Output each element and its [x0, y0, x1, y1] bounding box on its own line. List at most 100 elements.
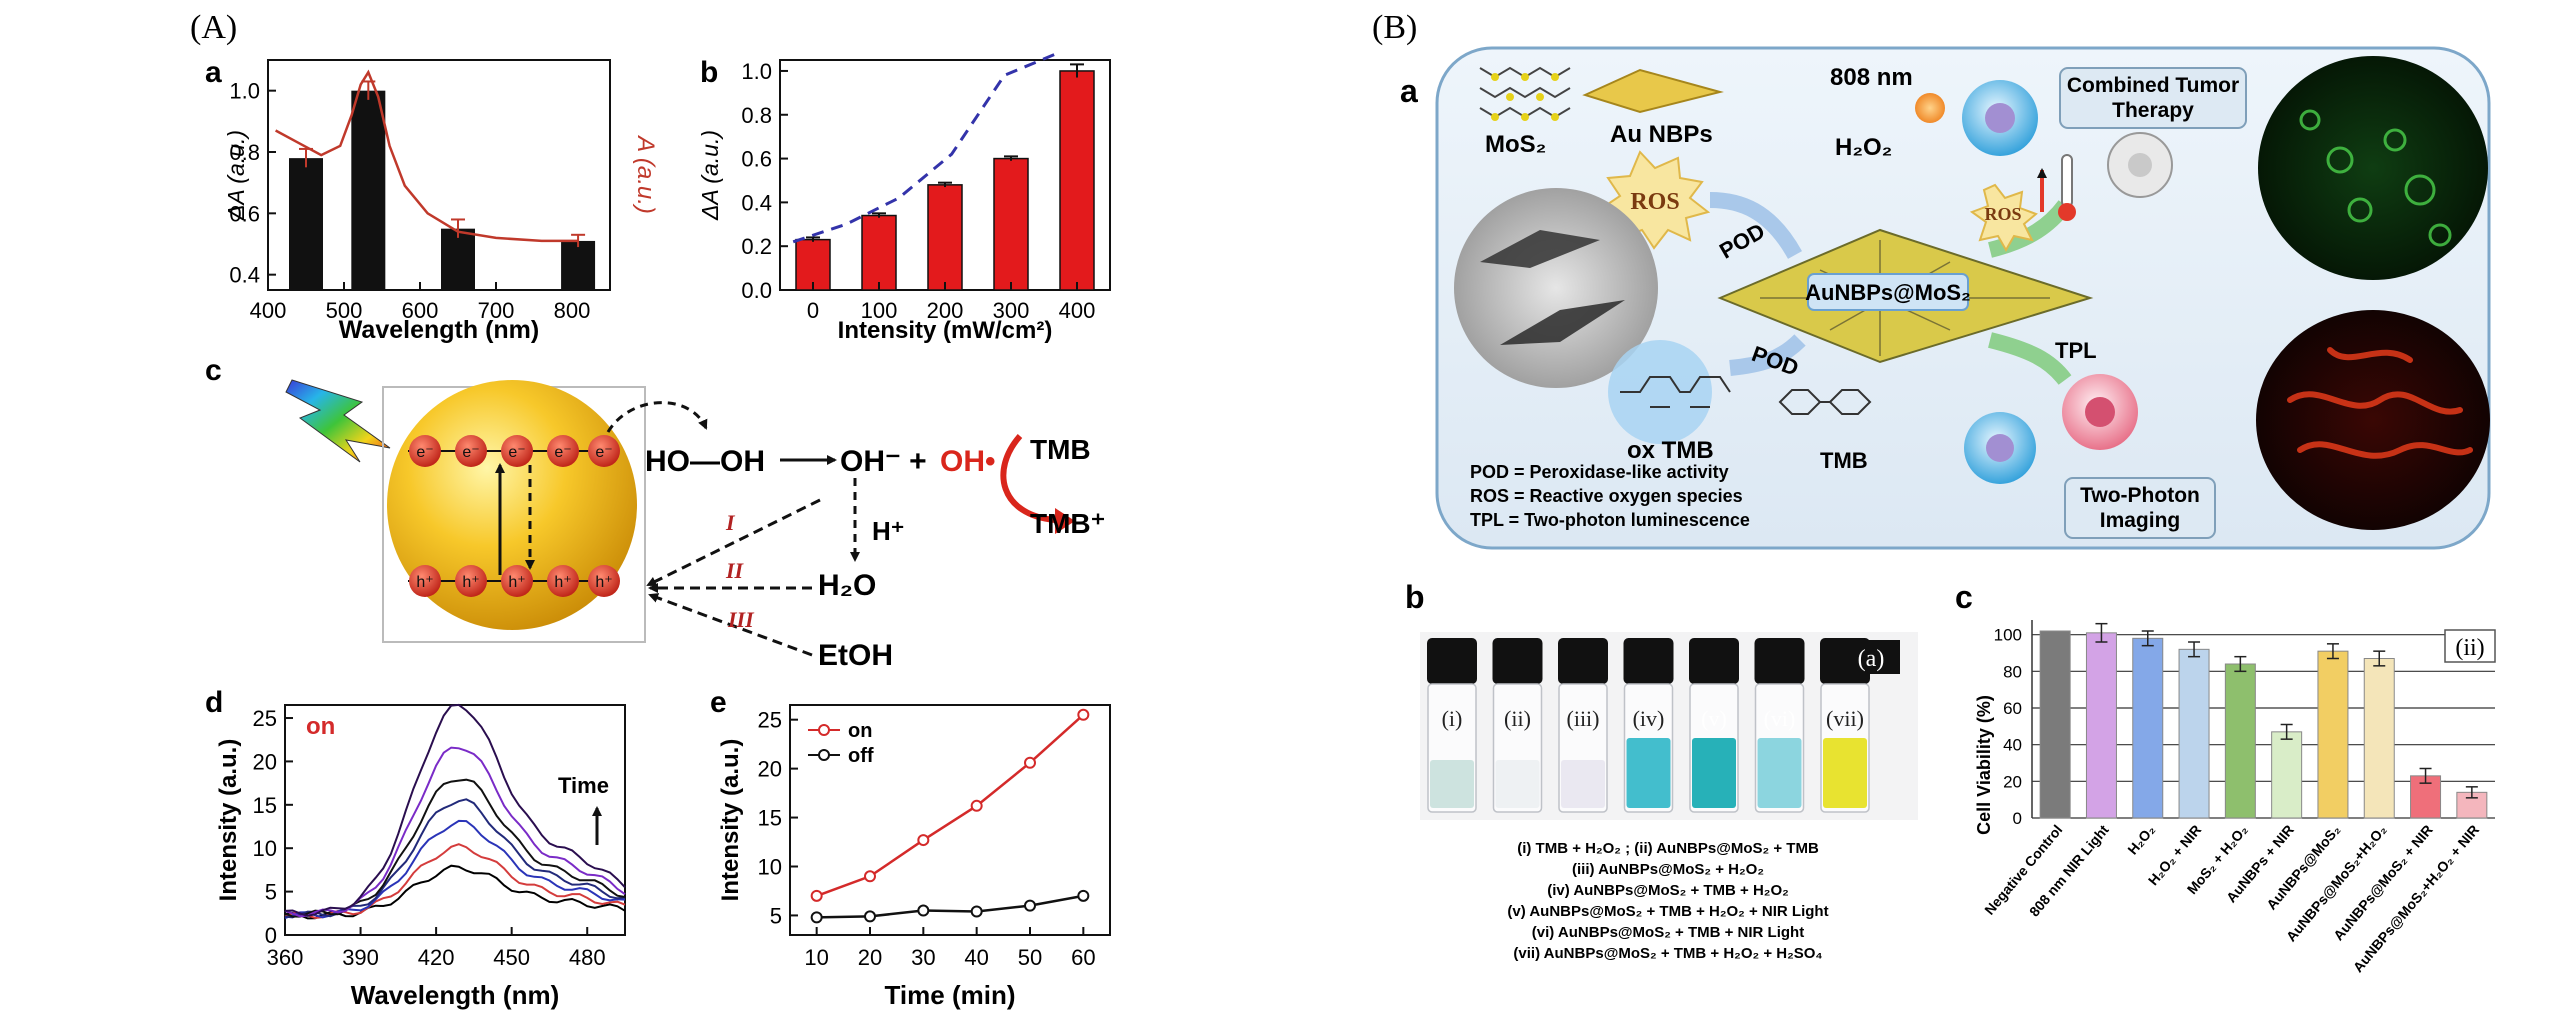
- lattice-atom: [1521, 73, 1529, 81]
- roman-II: II: [725, 558, 745, 583]
- time-annotation: Time: [558, 773, 609, 798]
- vial-liquid: [1823, 738, 1867, 808]
- x-tick-label: H₂O₂: [2124, 822, 2158, 858]
- oh-minus-label: OH⁻ +: [840, 445, 927, 478]
- y-tick-label: 0.2: [741, 234, 772, 259]
- x-axis-label: Time (min): [885, 980, 1016, 1010]
- bar: [861, 214, 897, 291]
- green-fluorescence-image: [2258, 56, 2488, 280]
- spectrum-line: [284, 778, 626, 918]
- hole-label: h⁺: [462, 574, 479, 591]
- vial-cap: [1689, 638, 1739, 684]
- data-point: [917, 834, 930, 847]
- vial-cap: [1623, 638, 1674, 684]
- green-cell: [2383, 128, 2407, 152]
- sub-label-e: e: [710, 686, 727, 719]
- y-tick-label: 0.6: [229, 201, 260, 226]
- vial-label: (vii): [1826, 706, 1864, 731]
- legend: on off: [808, 720, 874, 767]
- x-tick-label: 60: [1071, 945, 1095, 970]
- vial-liquid: [1430, 760, 1474, 808]
- spectrum-line: [284, 864, 626, 920]
- lattice-atom: [1491, 73, 1499, 81]
- legend-label-off: off: [848, 745, 874, 767]
- vial-label: (v): [1701, 706, 1727, 731]
- tmb-plus-label: TMB⁺: [1030, 508, 1105, 539]
- bar: [2363, 658, 2395, 819]
- ros-small-burst: [1969, 183, 2038, 253]
- tpl-arrow: [1988, 332, 2072, 386]
- vial-cap: [1492, 638, 1543, 684]
- absorption-curve: [275, 69, 579, 243]
- electron-label: e⁻: [416, 444, 433, 461]
- data-point: [864, 870, 876, 883]
- nm808-label: 808 nm: [1830, 64, 1913, 91]
- combined-therapy-line1: Combined Tumor: [2067, 74, 2239, 97]
- bar: [2039, 630, 2071, 819]
- hole-dot: [455, 565, 487, 597]
- spectrum-line: [284, 746, 626, 918]
- data-point: [970, 799, 983, 812]
- data-point: [970, 905, 983, 918]
- tmb-arrow-head: [1055, 508, 1075, 534]
- vial-liquid: [1626, 738, 1671, 808]
- panel-A-label: (A): [190, 9, 237, 46]
- x-tick-label: 800: [554, 298, 591, 323]
- x-tick-label: 10: [804, 945, 828, 970]
- y-tick-label: 0.4: [741, 190, 772, 215]
- caption-line: (i) TMB + H₂O₂ ; (ii) AuNBPs@MoS₂ + TMB: [1517, 840, 1819, 857]
- vial-liquid: [1495, 760, 1540, 808]
- mos2-lattice-icon: [1479, 66, 1571, 121]
- etoh-label: EtOH: [818, 639, 893, 672]
- x-tick-label: Negative Control: [1981, 822, 2065, 918]
- vial-cap: [1558, 638, 1608, 684]
- electron-dot: [547, 435, 579, 467]
- bar: [2224, 663, 2256, 819]
- green-cells: [2299, 109, 2452, 247]
- mos2-label: MoS₂: [1485, 131, 1546, 158]
- legend-pod: POD = Peroxidase-like activity: [1470, 462, 1729, 482]
- caption-line: (iv) AuNBPs@MoS₂ + TMB + H₂O₂: [1547, 882, 1789, 899]
- chart-A-e: e 5 10 15 20 25 10 20 30 40 50 60 on off Time (min…: [710, 686, 1111, 1010]
- exponential-fit: [792, 52, 1058, 244]
- green-cell: [2326, 146, 2354, 174]
- tem-image: [1454, 188, 1658, 388]
- sub-label-b: b: [700, 56, 718, 89]
- electron-dots: e⁻ e⁻ e⁻ e⁻ e⁻: [409, 435, 620, 467]
- series-line: [816, 713, 1085, 898]
- spectrum-line: [284, 843, 626, 920]
- green-cell: [2428, 223, 2452, 247]
- x-tick-label: 390: [342, 945, 379, 970]
- y-tick-label: 0.6: [741, 147, 772, 172]
- vial-row: (i) (ii) (iii) (iv) (v) (vi) (vii): [1427, 638, 1870, 813]
- legend-marker-off: [818, 749, 830, 761]
- electron-label: e⁻: [462, 444, 479, 461]
- x-tick-label: 500: [326, 298, 363, 323]
- green-cell: [2347, 197, 2373, 223]
- x-tick-label: 30: [911, 945, 935, 970]
- y2-axis-label: A (a.u.): [632, 134, 659, 214]
- pod-arrow-bottom: [1729, 334, 1806, 376]
- y-tick-label: 0: [2013, 809, 2022, 828]
- red-streak: [2287, 391, 2463, 415]
- data-point: [1077, 889, 1090, 902]
- y-axis-label: ΔA (a.u.): [223, 130, 249, 221]
- tpl-label: TPL: [2055, 338, 2097, 363]
- vial-label: (iii): [1567, 706, 1600, 731]
- spectrum-line: [284, 819, 626, 919]
- y-tick-label: 0.8: [741, 103, 772, 128]
- y-tick-label: 10: [758, 854, 782, 879]
- hole-label: h⁺: [508, 574, 525, 591]
- lattice-atom: [1491, 113, 1499, 121]
- bar: [2271, 731, 2303, 819]
- y-tick-label: 20: [2003, 772, 2022, 791]
- tag-box: [2444, 629, 2496, 663]
- chart-tag: (ii): [2455, 635, 2484, 661]
- roman-III: III: [727, 607, 755, 632]
- y-tick-label: 40: [2003, 736, 2022, 755]
- data-point: [1024, 899, 1036, 912]
- series-line: [816, 894, 1084, 919]
- vial-label: (iv): [1633, 706, 1665, 731]
